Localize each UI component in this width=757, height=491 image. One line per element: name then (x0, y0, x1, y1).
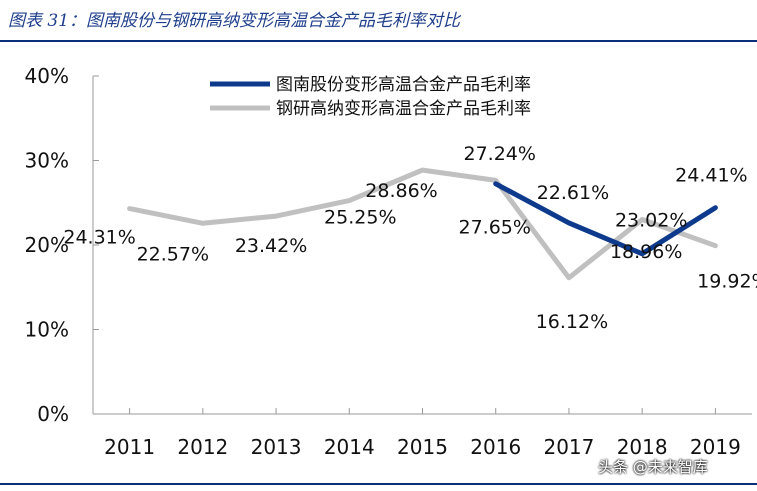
data-label: 16.12% (536, 311, 608, 333)
data-label: 22.61% (537, 182, 609, 204)
top-rule (0, 40, 757, 42)
x-tick-label: 2016 (470, 435, 521, 459)
data-label: 19.92% (697, 271, 757, 293)
figure-title: 图表 31：图南股份与钢研高纳变形高温合金产品毛利率对比 (8, 11, 461, 31)
data-label: 28.86% (365, 180, 437, 202)
x-tick-label: 2011 (104, 435, 155, 459)
data-label: 24.31% (63, 227, 135, 249)
data-labels: 27.24%22.61% 18.96% 24.41% 24.31%22.57% 23.4… (63, 143, 757, 333)
x-tick-label: 2019 (690, 435, 741, 459)
data-label: 25.25% (324, 207, 396, 229)
y-tick-label: 10% (25, 318, 69, 342)
x-tick-label: 2014 (324, 435, 375, 459)
x-tick-label: 2018 (617, 435, 668, 459)
x-ticks: 2011 2012 2013 2014 2015 2016 2017 2018 2019 (104, 408, 741, 459)
y-tick-label: 30% (25, 149, 69, 173)
data-label: 24.41% (675, 165, 747, 187)
data-label: 18.96% (610, 241, 682, 263)
x-tick-label: 2013 (251, 435, 302, 459)
data-label: 23.02% (615, 209, 687, 231)
data-label: 23.42% (235, 235, 307, 257)
x-tick-label: 2015 (397, 435, 448, 459)
x-tick-label: 2017 (543, 435, 594, 459)
series-lines (127, 167, 718, 281)
data-label: 22.57% (137, 243, 209, 265)
y-tick-label: 20% (25, 233, 69, 257)
watermark: 头条 @未来智库 (598, 458, 708, 476)
data-label: 27.24% (463, 143, 535, 165)
legend-label: 钢研高纳变形高温合金产品毛利率 (276, 99, 531, 119)
y-tick-label: 40% (25, 64, 69, 88)
x-tick-label: 2012 (177, 435, 228, 459)
y-tick-label: 0% (37, 402, 69, 426)
series-line-tunan (493, 181, 718, 257)
data-label: 27.65% (458, 216, 530, 238)
y-ticks: 0% 10% 20% 30% 40% (25, 64, 99, 426)
legend-label: 图南股份变形高温合金产品毛利率 (276, 75, 531, 95)
bottom-rule (0, 483, 757, 485)
